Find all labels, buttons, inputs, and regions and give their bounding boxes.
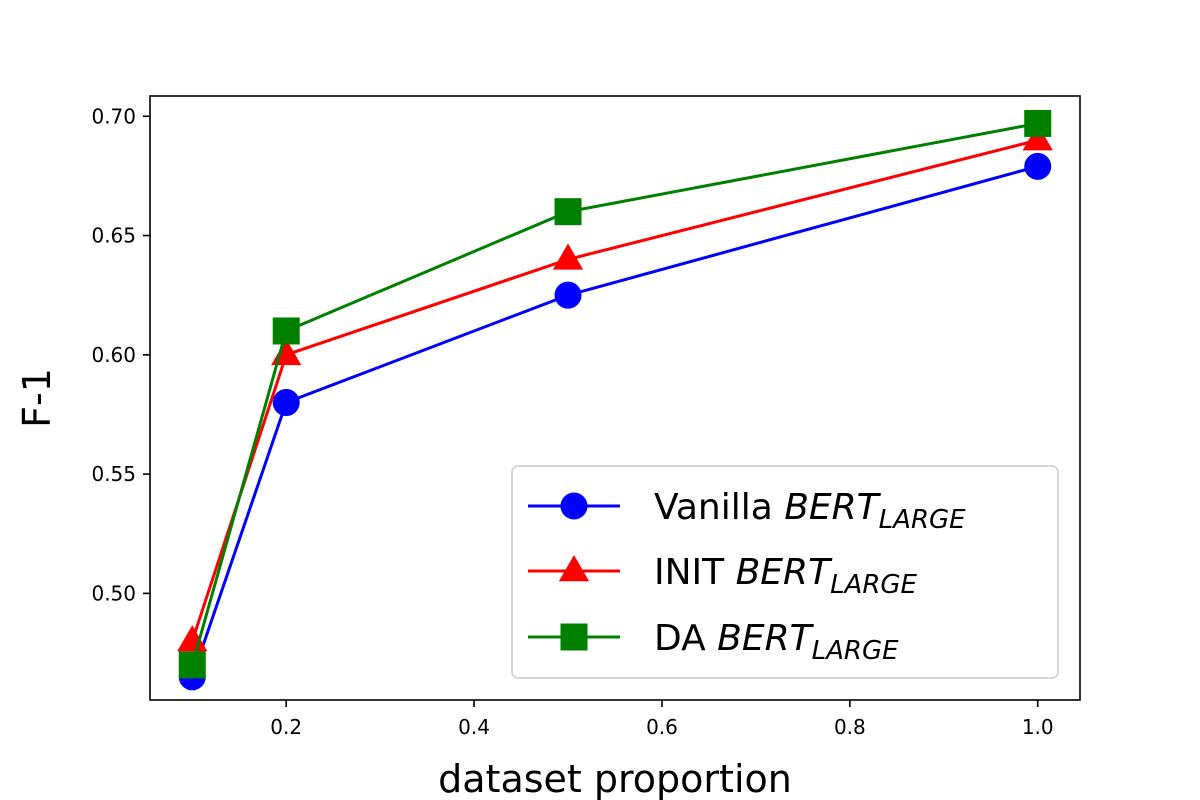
legend-label-main: BERT — [717, 618, 814, 659]
data-point — [272, 317, 300, 345]
data-point — [1024, 109, 1052, 137]
legend-entry-1: INIT BERTLARGE — [528, 552, 918, 600]
legend-label-subscript: LARGE — [830, 570, 917, 600]
legend-entry-0: Vanilla BERTLARGE — [528, 487, 966, 535]
data-point — [272, 389, 300, 417]
x-tick-label: 1.0 — [1022, 715, 1054, 739]
legend-label-prefix: DA — [654, 618, 717, 659]
legend-entry-2: DA BERTLARGE — [528, 618, 899, 666]
data-point — [554, 281, 582, 309]
legend-label-prefix: INIT — [654, 552, 736, 593]
data-point — [1022, 124, 1053, 151]
legend-label-subscript: LARGE — [812, 636, 899, 666]
legend-label-subscript: LARGE — [879, 505, 966, 535]
y-tick-label: 0.70 — [91, 104, 136, 128]
legend-marker — [560, 623, 588, 651]
x-tick-label: 0.8 — [834, 715, 866, 739]
legend-label-main: BERT — [736, 552, 833, 593]
legend-label-prefix: Vanilla — [654, 487, 784, 528]
series-line — [190, 164, 1039, 678]
data-point — [1024, 152, 1052, 180]
y-tick-label: 0.55 — [91, 462, 136, 486]
legend-frame — [511, 465, 1059, 679]
y-axis-title: F-1 — [15, 368, 59, 428]
legend-label-main: BERT — [784, 487, 881, 528]
legend-label: Vanilla BERTLARGE — [654, 487, 966, 535]
y-tick-label: 0.65 — [91, 224, 136, 248]
data-point — [178, 651, 206, 679]
x-tick-label: 0.6 — [646, 715, 678, 739]
x-tick-label: 0.4 — [458, 715, 490, 739]
series-0 — [178, 152, 1052, 691]
data-point — [554, 198, 582, 226]
series-line — [190, 121, 1039, 666]
x-axis-ticks: 0.2 0.4 0.6 0.8 1.0 — [270, 700, 1054, 739]
series-2 — [178, 109, 1052, 679]
legend-label: INIT BERTLARGE — [654, 552, 918, 600]
x-axis-title: dataset proportion — [438, 757, 792, 800]
plot-frame — [149, 95, 1081, 701]
y-axis-ticks: 0.50 0.55 0.60 0.65 0.70 — [91, 104, 150, 605]
legend-label: DA BERTLARGE — [654, 618, 899, 666]
x-tick-label: 0.2 — [270, 715, 302, 739]
legend-marker — [558, 554, 590, 582]
y-tick-label: 0.60 — [91, 343, 136, 367]
series-layer — [177, 109, 1053, 691]
legend-marker — [560, 492, 588, 520]
data-point — [552, 243, 584, 270]
y-tick-label: 0.50 — [91, 581, 136, 605]
